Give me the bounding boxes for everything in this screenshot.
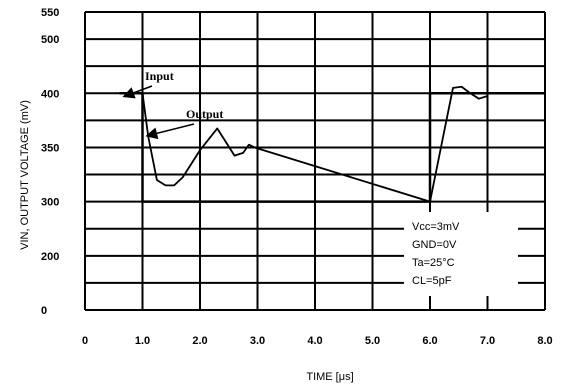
condition-gnd: GND=0V [412, 239, 457, 251]
annotation-input-arrow [122, 85, 153, 99]
condition-vcc: Vcc=3mV [412, 221, 460, 233]
x-tick-label: 3.0 [250, 335, 265, 347]
y-tick-labels: 0 200 300 350 400 500 550 [41, 7, 59, 317]
series-line-input [119, 92, 545, 203]
y-tick-label: 0 [41, 305, 47, 317]
x-tick-label: 5.0 [365, 335, 380, 347]
annotation-input: Input [145, 69, 174, 83]
y-axis-label: VIN, OUTPUT VOLTAGE (mV) [19, 100, 31, 250]
annotations: Input Output [122, 69, 223, 140]
x-tick-label: 0 [82, 335, 88, 347]
condition-ta: Ta=25°C [412, 257, 455, 269]
x-tick-label: 7.0 [480, 335, 495, 347]
x-tick-label: 2.0 [192, 335, 207, 347]
x-tick-labels: 0 1.0 2.0 3.0 4.0 5.0 6.0 7.0 8.0 [82, 335, 553, 347]
x-tick-label: 8.0 [537, 335, 552, 347]
x-tick-label: 1.0 [135, 335, 150, 347]
y-tick-label: 350 [41, 142, 59, 154]
y-tick-label: 200 [41, 251, 59, 263]
series-lines [119, 85, 545, 203]
y-tick-label: 500 [41, 34, 59, 46]
annotation-output-arrow [145, 123, 195, 140]
condition-cl: CL=5pF [412, 275, 452, 287]
y-tick-label: 300 [41, 197, 59, 209]
x-tick-label: 6.0 [422, 335, 437, 347]
series-line-output [141, 85, 488, 203]
conditions-box: Vcc=3mV GND=0V Ta=25°C CL=5pF [404, 212, 518, 296]
x-tick-label: 4.0 [307, 335, 322, 347]
y-tick-label: 400 [41, 88, 59, 100]
y-tick-label: 550 [41, 7, 59, 19]
x-axis-label: TIME [μs] [306, 371, 353, 383]
annotation-output: Output [186, 107, 223, 121]
